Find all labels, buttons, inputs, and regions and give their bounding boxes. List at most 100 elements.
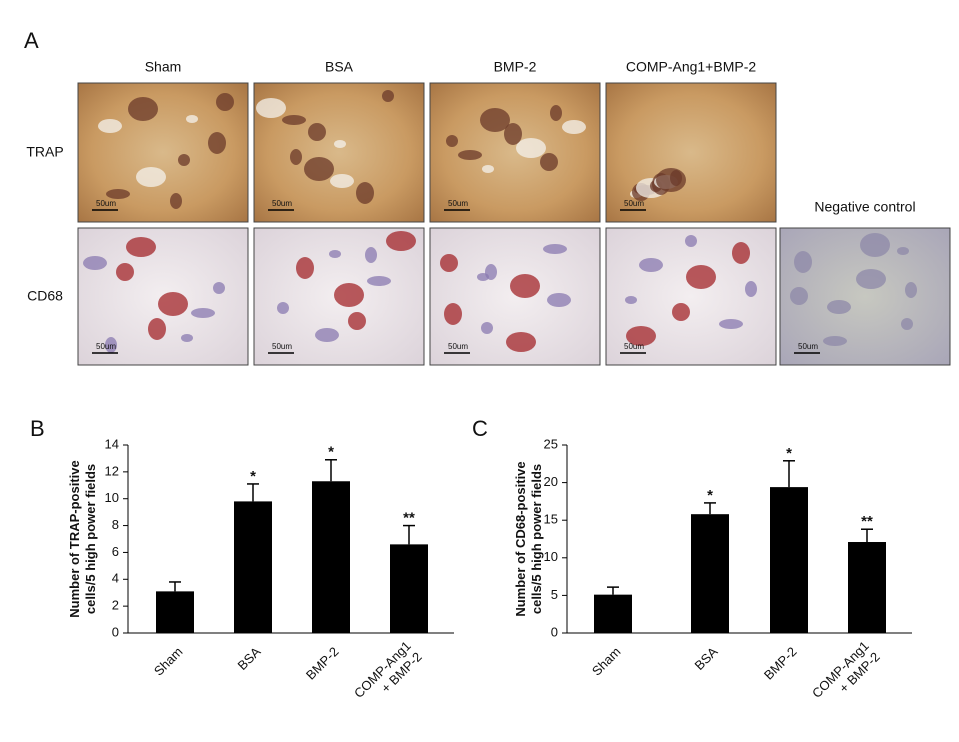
row-label: TRAP	[26, 144, 63, 160]
tissue	[719, 319, 743, 329]
tissue	[315, 328, 339, 342]
bar	[848, 542, 886, 633]
bar	[691, 514, 729, 633]
bar	[156, 591, 194, 633]
y-tick-label: 2	[112, 598, 119, 613]
x-tick-label: COMP-Ang1+ BMP-2	[351, 638, 425, 712]
tissue	[685, 235, 697, 247]
x-tick-label: BSA	[235, 644, 264, 673]
tissue	[860, 233, 890, 257]
tissue	[901, 318, 913, 330]
tissue	[516, 138, 546, 158]
tissue	[686, 265, 716, 289]
tissue	[356, 182, 374, 204]
x-tick-label: Sham	[589, 644, 624, 679]
micrograph	[429, 82, 601, 223]
y-tick-label: 4	[112, 571, 119, 586]
tissue	[626, 326, 656, 346]
y-tick-label: 8	[112, 517, 119, 532]
y-tick-label: 10	[544, 549, 558, 564]
panel-letter: A	[24, 28, 39, 53]
tissue	[480, 108, 510, 132]
scale-label: 50um	[448, 342, 468, 351]
tissue	[256, 98, 286, 118]
y-tick-label: 10	[105, 490, 119, 505]
x-tick-label: BSA	[692, 644, 721, 673]
scale-label: 50um	[272, 199, 292, 208]
tissue	[794, 251, 812, 273]
significance: *	[707, 487, 713, 504]
tissue	[170, 193, 182, 209]
tissue	[213, 282, 225, 294]
tissue	[334, 140, 346, 148]
tissue	[282, 115, 306, 125]
y-tick-label: 6	[112, 544, 119, 559]
x-tick-label: BMP-2	[303, 644, 342, 683]
tissue	[367, 276, 391, 286]
tissue	[670, 170, 682, 186]
tissue	[856, 269, 886, 289]
tissue	[504, 123, 522, 145]
tissue	[329, 250, 341, 258]
y-axis-label: Number of TRAP-positivecells/5 high powe…	[68, 460, 99, 617]
tissue	[440, 254, 458, 272]
scale-label: 50um	[272, 342, 292, 351]
tissue	[105, 337, 117, 353]
panel-letter: C	[472, 416, 488, 441]
tissue	[905, 282, 917, 298]
bar	[390, 544, 428, 633]
bar	[770, 487, 808, 633]
y-tick-label: 0	[112, 624, 119, 639]
tissue	[277, 302, 289, 314]
scale-label: 50um	[448, 199, 468, 208]
tissue	[191, 308, 215, 318]
tissue	[482, 165, 494, 173]
tissue	[562, 120, 586, 134]
tissue	[506, 332, 536, 352]
significance: *	[250, 468, 256, 485]
tissue	[116, 263, 134, 281]
tissue	[148, 318, 166, 340]
tissue	[126, 237, 156, 257]
tissue	[790, 287, 808, 305]
x-tick-label: BMP-2	[761, 644, 800, 683]
bar	[594, 594, 632, 633]
tissue	[365, 247, 377, 263]
tissue	[625, 296, 637, 304]
tissue	[672, 303, 690, 321]
bar	[234, 501, 272, 633]
row-label: CD68	[27, 288, 63, 304]
y-tick-label: 5	[551, 587, 558, 602]
tissue	[186, 115, 198, 123]
tissue	[446, 135, 458, 147]
scale-label: 50um	[96, 199, 116, 208]
y-axis-label: Number of CD68-positivecells/5 high powe…	[514, 461, 545, 616]
tissue	[181, 334, 193, 342]
scale-label: 50um	[96, 342, 116, 351]
tissue	[158, 292, 188, 316]
y-tick-label: 25	[544, 436, 558, 451]
tissue	[178, 154, 190, 166]
tissue	[334, 283, 364, 307]
y-tick-label: 14	[105, 436, 119, 451]
tissue	[823, 336, 847, 346]
x-tick-label: Sham	[151, 644, 186, 679]
tissue	[547, 293, 571, 307]
significance: **	[403, 510, 415, 527]
tissue	[745, 281, 757, 297]
tissue	[98, 119, 122, 133]
micrograph	[605, 82, 777, 223]
column-label: Negative control	[814, 199, 915, 215]
tissue	[540, 153, 558, 171]
x-tick-label: COMP-Ang1+ BMP-2	[809, 638, 883, 712]
tissue	[444, 303, 462, 325]
column-label: BSA	[325, 59, 354, 75]
significance: *	[328, 444, 334, 461]
column-label: COMP-Ang1+BMP-2	[626, 59, 757, 75]
tissue	[308, 123, 326, 141]
tissue	[296, 257, 314, 279]
tissue	[330, 174, 354, 188]
column-label: Sham	[145, 59, 182, 75]
y-tick-label: 12	[105, 463, 119, 478]
